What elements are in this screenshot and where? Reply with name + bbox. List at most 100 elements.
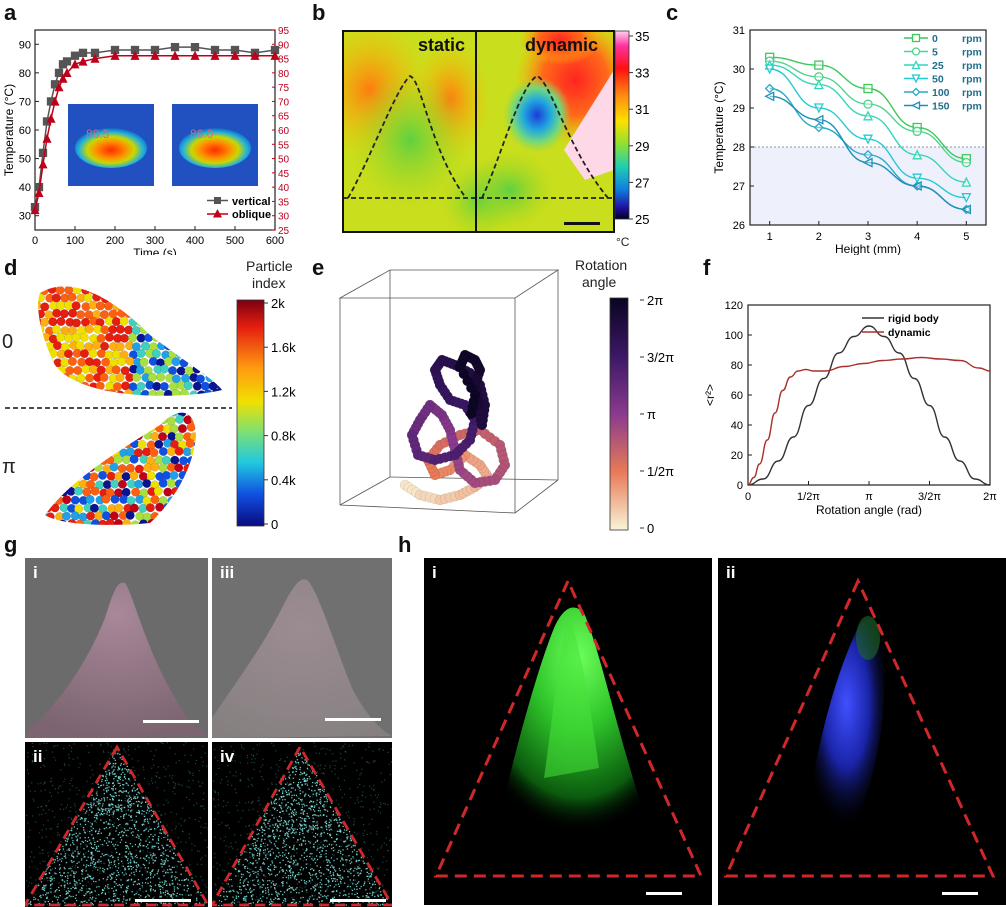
edx-speck xyxy=(290,861,292,863)
edx-speck xyxy=(299,838,302,840)
edx-speck xyxy=(288,743,290,746)
edx-speck xyxy=(214,856,216,859)
particle xyxy=(216,318,222,328)
particle xyxy=(67,374,77,384)
edx-speck xyxy=(371,891,374,893)
edx-speck xyxy=(178,760,180,762)
edx-speck xyxy=(319,856,321,858)
edx-speck xyxy=(303,836,305,839)
edx-speck xyxy=(106,791,108,793)
edx-speck xyxy=(150,833,152,836)
edx-speck xyxy=(288,836,290,838)
edx-speck xyxy=(137,811,139,814)
scale-bar xyxy=(135,899,191,902)
particle xyxy=(86,446,96,456)
edx-speck xyxy=(52,784,54,787)
edx-speck xyxy=(251,785,253,787)
edx-speck xyxy=(39,743,41,745)
edx-speck xyxy=(299,858,301,860)
edx-speck xyxy=(353,888,356,890)
x-tick-label: 400 xyxy=(186,235,204,247)
edx-speck xyxy=(282,869,284,871)
edx-speck xyxy=(73,743,75,745)
particle xyxy=(146,471,156,481)
edx-speck xyxy=(240,873,243,875)
particle xyxy=(140,341,150,351)
edx-speck xyxy=(166,869,169,871)
edx-speck xyxy=(142,850,144,852)
edx-speck xyxy=(111,782,114,785)
edx-speck xyxy=(112,899,114,902)
edx-speck xyxy=(230,746,232,748)
particle xyxy=(168,269,177,278)
edx-speck xyxy=(380,894,383,896)
edx-speck xyxy=(150,780,153,782)
edx-speck xyxy=(254,879,256,881)
edx-speck xyxy=(197,890,199,893)
edx-speck xyxy=(286,833,288,835)
edx-speck xyxy=(284,872,287,874)
edx-speck xyxy=(177,895,179,897)
edx-speck xyxy=(356,872,358,875)
edx-speck xyxy=(343,746,345,748)
edx-speck xyxy=(250,879,252,882)
edx-speck xyxy=(115,830,117,832)
edx-speck xyxy=(258,874,260,877)
edx-speck xyxy=(106,813,108,815)
edx-speck xyxy=(310,806,313,808)
edx-speck xyxy=(344,894,346,896)
edx-speck xyxy=(324,883,326,886)
particle xyxy=(158,478,168,488)
edx-speck xyxy=(277,856,279,858)
edx-speck xyxy=(89,839,91,841)
edx-speck xyxy=(339,877,341,879)
edx-speck xyxy=(117,769,119,771)
particle xyxy=(115,324,125,334)
particle xyxy=(130,439,140,449)
edx-speck xyxy=(98,809,100,811)
particle xyxy=(159,381,169,391)
point-150-rpm xyxy=(813,114,824,125)
edx-speck xyxy=(324,839,327,841)
edx-speck xyxy=(37,806,39,808)
edx-speck xyxy=(154,859,157,862)
edx-speck xyxy=(336,873,339,875)
particle xyxy=(161,270,170,279)
edx-speck xyxy=(338,885,340,888)
edx-speck xyxy=(105,879,108,881)
edx-speck xyxy=(143,820,145,822)
particle xyxy=(92,340,102,350)
edx-speck xyxy=(342,849,344,851)
edx-speck xyxy=(319,890,322,892)
particle xyxy=(148,325,158,335)
edx-speck xyxy=(278,872,280,874)
edx-speck xyxy=(120,808,123,811)
colorbar-title-e: angle xyxy=(582,274,616,290)
edx-speck xyxy=(138,835,140,837)
edx-speck xyxy=(57,860,59,862)
edx-speck xyxy=(92,867,94,869)
edx-speck xyxy=(245,878,248,880)
edx-speck xyxy=(316,898,318,900)
edx-speck xyxy=(307,900,310,902)
edx-speck xyxy=(262,758,264,760)
edx-speck xyxy=(87,803,89,806)
edx-speck xyxy=(250,868,252,870)
edx-speck xyxy=(318,851,321,854)
edx-speck xyxy=(204,884,206,886)
edx-speck xyxy=(39,758,41,761)
edx-speck xyxy=(257,873,259,875)
edx-speck xyxy=(377,890,379,892)
edx-speck xyxy=(49,828,51,830)
edx-speck xyxy=(43,899,45,901)
edx-speck xyxy=(290,814,292,817)
particle xyxy=(63,399,72,408)
edx-speck xyxy=(138,746,140,748)
edx-speck xyxy=(161,854,163,856)
edx-speck xyxy=(311,826,313,828)
edx-speck xyxy=(314,763,316,765)
point-oblique xyxy=(62,67,72,78)
edx-speck xyxy=(169,850,171,852)
edx-speck xyxy=(242,864,244,866)
particle xyxy=(179,388,189,396)
